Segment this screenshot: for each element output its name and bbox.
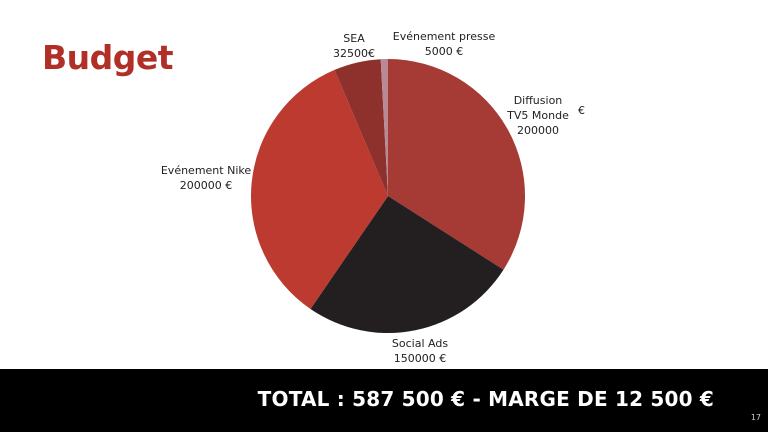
page-number: 17: [750, 413, 761, 422]
label-sea-value: 32500€: [333, 47, 375, 60]
label-presse-value: 5000 €: [424, 45, 464, 58]
pie-slice-ev-nement-presse: [380, 59, 388, 196]
label-nike: Evénement Nike 200000 €: [160, 163, 252, 193]
label-social-ads-value: 150000 €: [393, 352, 447, 365]
pie-slice-social-ads: [310, 196, 504, 334]
label-social-ads: Social Ads 150000 €: [385, 336, 455, 366]
slide-title: Budget: [42, 38, 174, 77]
label-nike-line1: Evénement Nike: [160, 164, 252, 177]
label-sea-line1: SEA: [343, 32, 365, 45]
label-diffusion-value: 200000: [517, 124, 559, 137]
label-diffusion: Diffusion TV5 Monde 200000: [505, 93, 571, 138]
label-social-ads-line1: Social Ads: [391, 337, 449, 350]
label-presse: Evénement presse 5000 €: [392, 29, 496, 59]
label-diffusion-currency: €: [578, 104, 585, 117]
label-nike-value: 200000 €: [179, 179, 233, 192]
label-diffusion-line2: TV5 Monde: [507, 109, 569, 122]
pie-slice-ev-nement-nike: [251, 69, 388, 309]
label-sea: SEA 32500€: [330, 31, 378, 61]
label-presse-line1: Evénement presse: [392, 30, 496, 43]
footer-total: TOTAL : 587 500 € - MARGE DE 12 500 €: [257, 387, 714, 411]
pie-slice-sea: [334, 59, 388, 197]
budget-pie-chart: [251, 59, 526, 334]
label-diffusion-line1: Diffusion: [513, 94, 563, 107]
footer-bar: TOTAL : 587 500 € - MARGE DE 12 500 € 17: [0, 369, 768, 432]
pie-slice-diffusion-tv5-monde: [388, 59, 526, 270]
